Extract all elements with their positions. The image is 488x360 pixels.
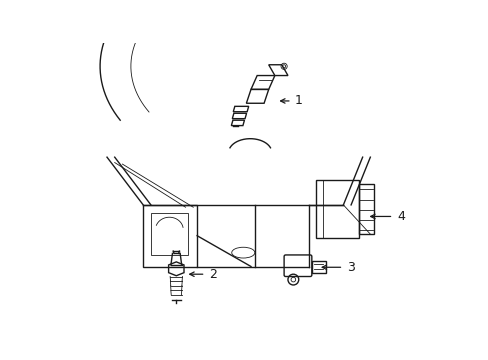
Text: 2: 2 — [209, 268, 217, 281]
Text: 4: 4 — [396, 210, 405, 223]
Bar — [358, 184, 373, 234]
Bar — [316, 180, 358, 238]
Bar — [151, 213, 187, 255]
Text: 3: 3 — [346, 261, 354, 274]
Text: 1: 1 — [294, 94, 302, 107]
